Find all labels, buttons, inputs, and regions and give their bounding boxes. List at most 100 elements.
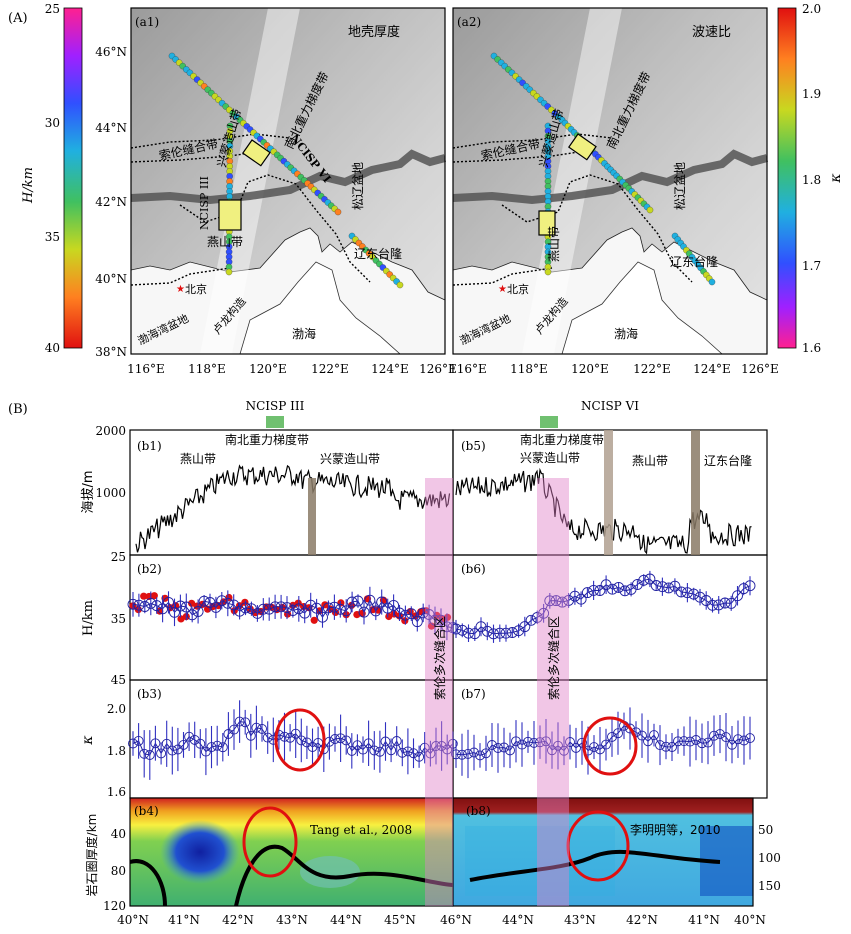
data-point: [268, 734, 279, 745]
data-point: [721, 732, 731, 743]
kappa-ytick: 1.6: [107, 785, 126, 799]
reference-point: [401, 617, 409, 625]
data-point: [174, 600, 186, 612]
litho-ytick: 40: [111, 827, 126, 841]
panel-b2-plot: [127, 586, 459, 641]
data-point: [429, 614, 441, 626]
data-point: [287, 605, 299, 616]
data-point: [595, 744, 605, 755]
panel-b7-label: (b7): [461, 687, 486, 701]
data-point: [358, 606, 370, 618]
panel-b6-label: (b6): [461, 562, 486, 576]
kappa-ytick: 2.0: [107, 702, 126, 716]
data-point: [559, 745, 569, 756]
data-point: [144, 750, 155, 760]
data-point: [414, 751, 425, 762]
data-point: [402, 746, 413, 757]
data-point: [481, 748, 491, 759]
beijing-star-icon: ★: [498, 284, 507, 295]
station-marker: [334, 208, 342, 216]
data-point: [251, 722, 262, 733]
data-point: [571, 742, 581, 753]
lon-tick: 118°E: [510, 362, 548, 376]
data-point: [649, 730, 659, 741]
reference-point: [188, 599, 196, 607]
data-point: [556, 596, 568, 608]
data-point: [506, 627, 518, 638]
lon-tick: 118°E: [188, 362, 226, 376]
panel-b5-label-liaodong: 辽东台隆: [704, 453, 752, 468]
data-point: [228, 599, 240, 611]
map-a2-label-beijing: 北京: [507, 282, 529, 296]
data-point: [681, 587, 693, 599]
data-point: [725, 597, 737, 609]
data-point: [499, 742, 509, 753]
data-point: [352, 595, 364, 607]
panel-b5-label-xingmeng: 兴蒙造山带: [520, 451, 580, 465]
data-point: [513, 625, 525, 637]
panel-b1-elevation-line: [135, 464, 451, 553]
lon-tick: 116°E: [449, 362, 487, 376]
panel-b6-frame: [452, 554, 768, 681]
map-lon-ticks: 116°E 118°E 120°E 122°E 124°E 126°E 116°…: [127, 362, 779, 376]
data-point: [245, 730, 256, 741]
data-point: [733, 734, 743, 745]
map-a2-label-songliao: 松辽盆地: [673, 162, 687, 210]
b-xtick: 44°N: [502, 913, 534, 927]
data-point: [251, 607, 263, 619]
map-a1-fault-line: [130, 267, 231, 286]
data-point: [296, 735, 307, 746]
data-point: [675, 586, 687, 598]
b-xtick: 45°N: [384, 913, 416, 927]
data-point: [335, 733, 346, 744]
data-point: [685, 736, 695, 747]
data-point: [358, 744, 368, 755]
map-a1-label-yanshan: 燕山带: [207, 235, 243, 249]
data-point: [488, 628, 499, 640]
lat-tick: 40°N: [95, 272, 127, 286]
data-point: [341, 735, 352, 746]
data-point: [669, 580, 681, 592]
data-point: [206, 742, 217, 753]
data-point: [442, 744, 453, 755]
map-lat-ticks: 38°N 40°N 42°N 44°N 46°N: [95, 45, 127, 359]
data-point: [727, 739, 737, 750]
data-point: [156, 748, 167, 759]
data-point: [198, 595, 210, 607]
data-point: [178, 739, 189, 750]
map-a2-fault-line: [452, 133, 613, 149]
litho-ytick-right: 100: [758, 851, 781, 865]
data-point: [145, 597, 157, 609]
colorbar-kappa-tick: 1.6: [802, 341, 821, 355]
data-point: [394, 607, 405, 619]
panel-b4: (b4) Tang et al., 2008: [129, 797, 454, 907]
data-point: [163, 596, 174, 608]
suture-label-left: 索伦多次缝合区: [432, 616, 447, 700]
data-point: [673, 736, 683, 747]
data-point: [697, 738, 707, 749]
map-a2-frame: [452, 7, 768, 355]
data-point: [386, 745, 397, 756]
map-a2-title: 波速比: [692, 25, 731, 40]
data-point: [216, 595, 228, 607]
map-a2-fault-line: [452, 149, 593, 163]
data-point: [133, 599, 145, 611]
panel-b5-label: (b5): [461, 439, 486, 453]
station-marker: [708, 278, 716, 286]
b-xtick: 44°N: [330, 913, 362, 927]
map-a1-fault-line: [130, 149, 271, 163]
data-point: [234, 605, 246, 617]
panel-b3: (b3): [128, 687, 458, 780]
colorbar-kappa-label: κ: [828, 173, 844, 183]
data-point: [184, 731, 195, 742]
data-point: [234, 716, 245, 727]
map-a2-sea-coast: [452, 227, 768, 355]
map-a1-highlight-box: [218, 199, 242, 231]
panel-b2-label: (b2): [137, 562, 162, 576]
panel-b8: (b8) 李明明等，2010: [452, 797, 754, 907]
data-point: [732, 590, 743, 602]
data-point: [275, 601, 287, 613]
panel-b5-elevation-line: [455, 467, 752, 555]
data-point: [594, 585, 606, 596]
